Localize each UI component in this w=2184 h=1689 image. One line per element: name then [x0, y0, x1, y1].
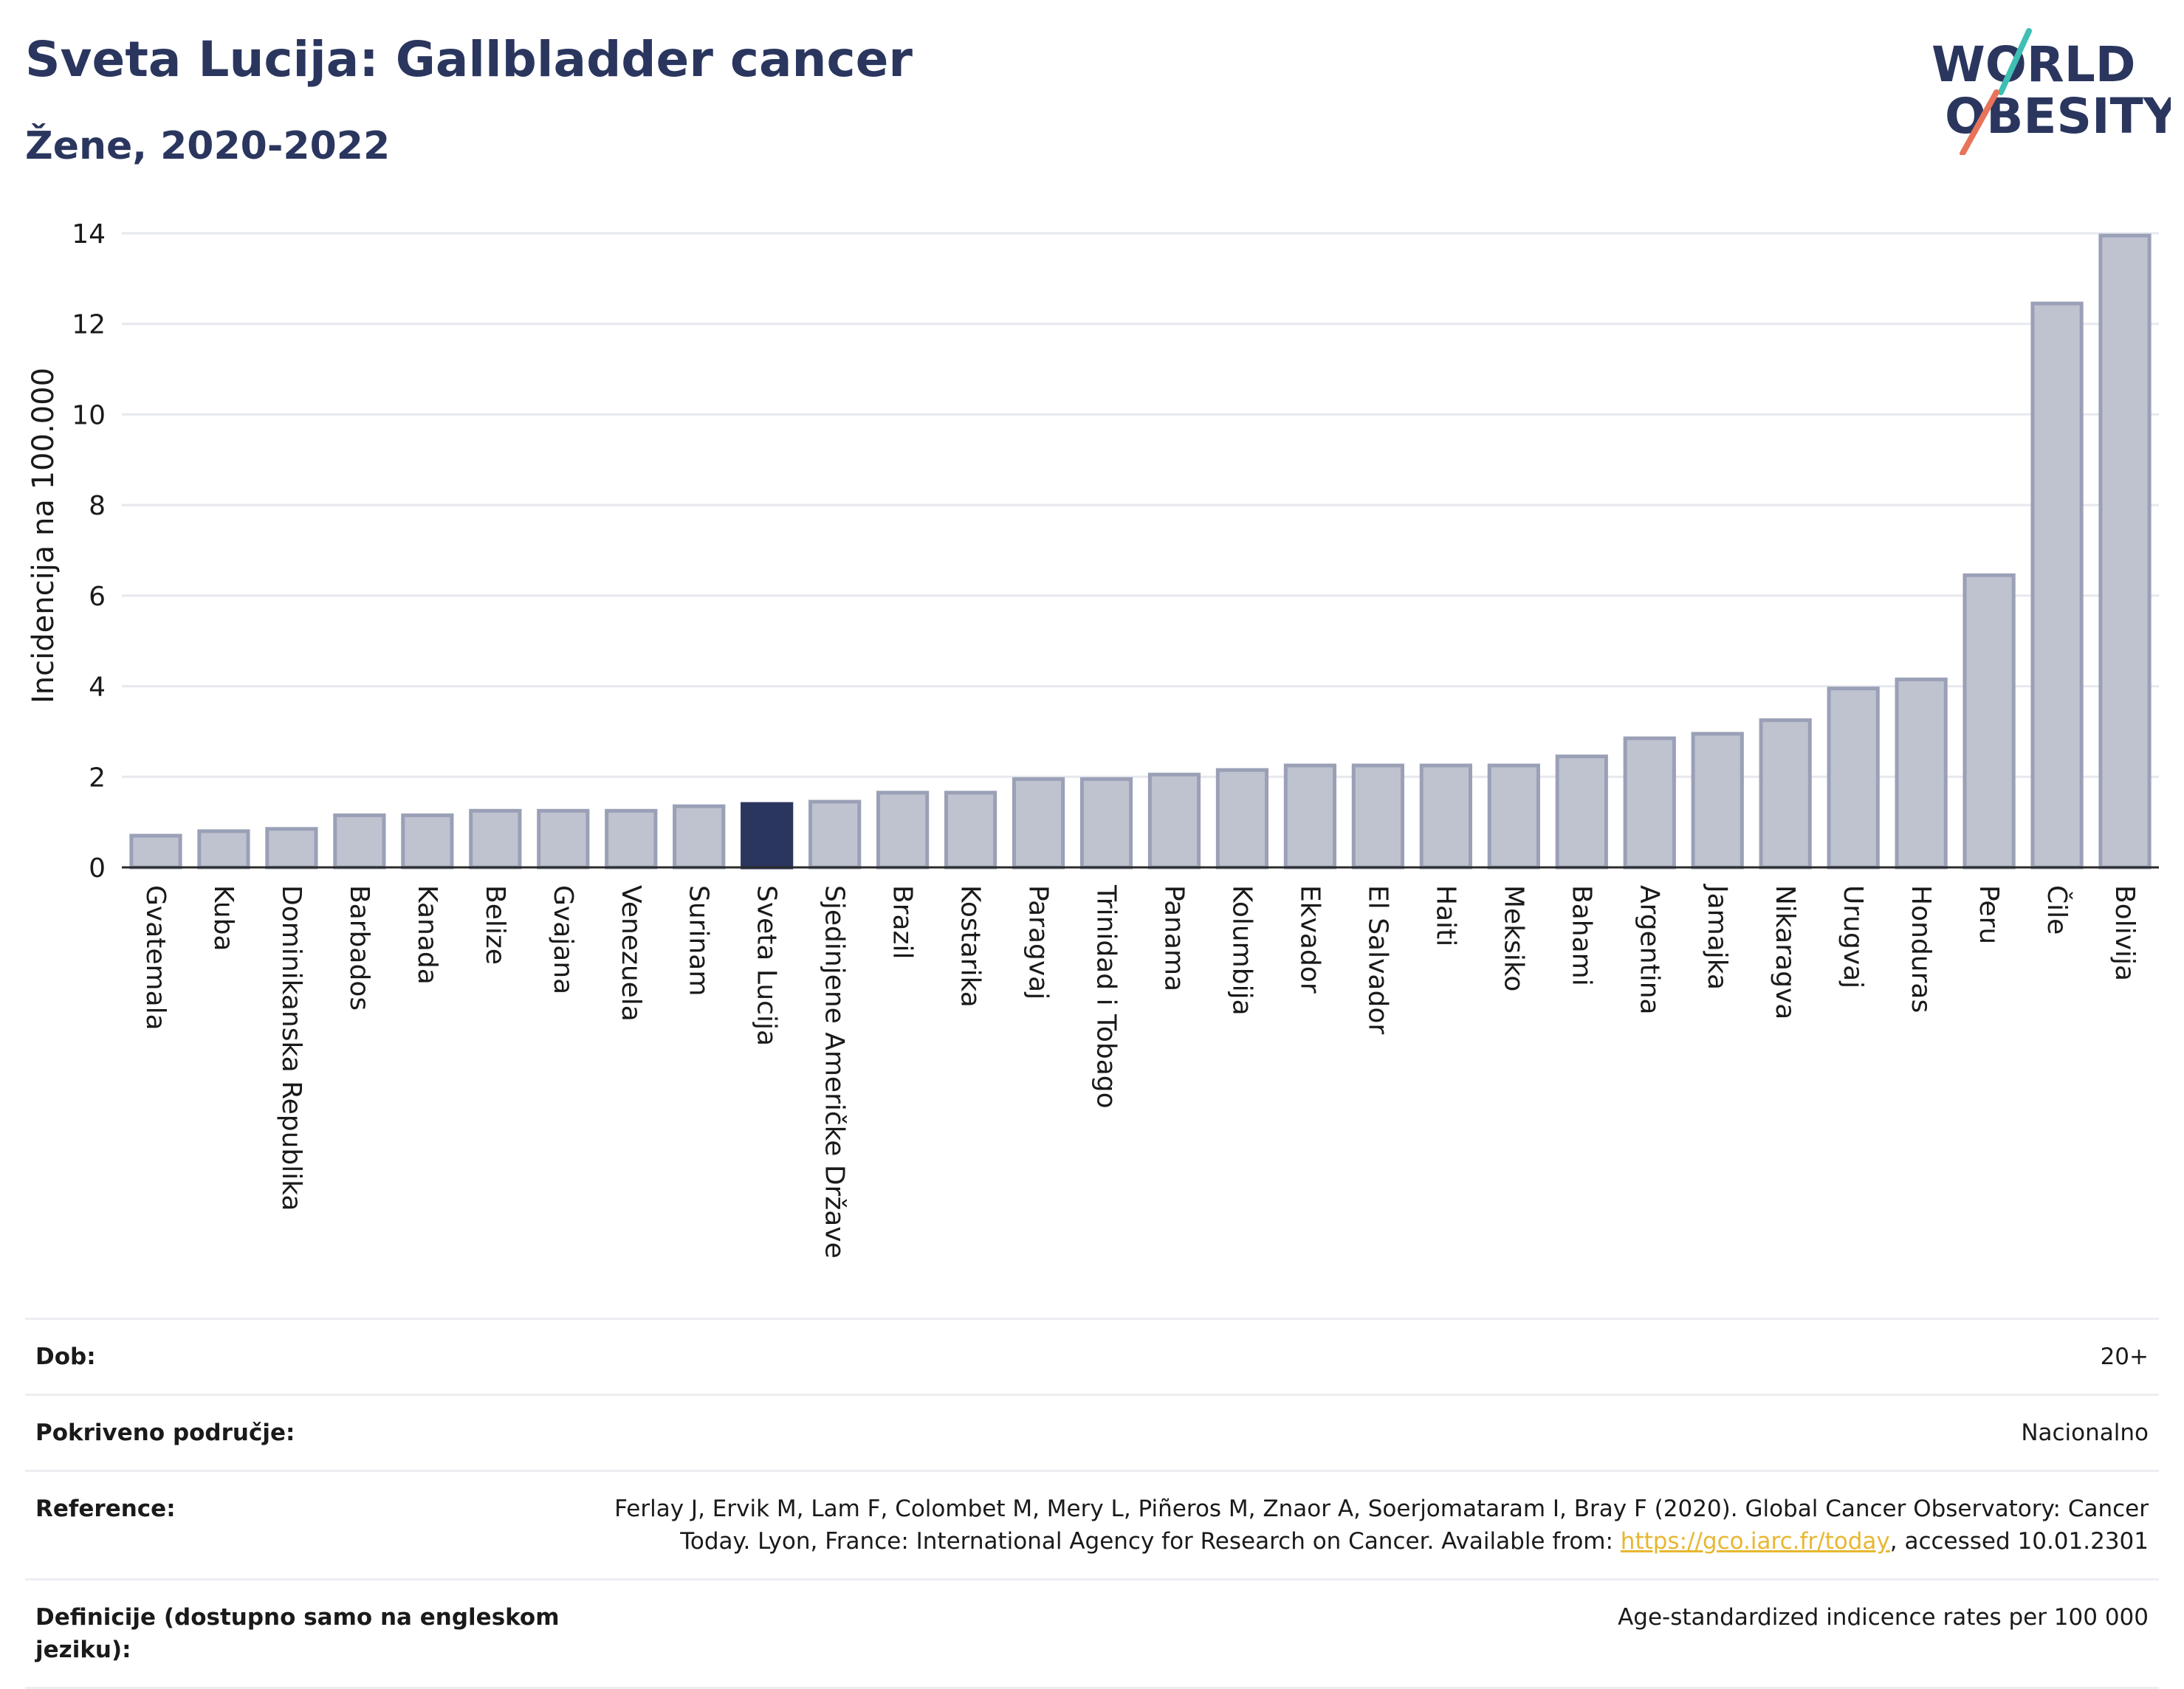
x-tick-label: Sveta Lucija	[752, 885, 782, 1046]
bar	[129, 833, 182, 870]
reference-accessed: , accessed 10.01.2301	[1889, 1528, 2149, 1555]
x-tick-label: Barbados	[344, 885, 374, 1011]
bar-chart: 0 2 4 6 8 10 12 14 Incidencija na 100.000 Gvatema…	[27, 219, 2159, 1259]
meta-key: Pokriveno područje:	[35, 1420, 295, 1446]
bar	[1623, 736, 1676, 870]
bar	[1215, 768, 1269, 870]
bar	[265, 827, 318, 870]
bar	[469, 808, 522, 870]
bar	[944, 791, 997, 870]
meta-key: Reference:	[35, 1496, 176, 1522]
x-tick-label: Kuba	[208, 885, 238, 952]
x-tick-label: Dominikanska Republika	[276, 885, 306, 1211]
world-obesity-logo: WORLD OBESITY	[1931, 28, 2171, 155]
bar	[1079, 777, 1133, 870]
x-tick-label: Kostarika	[955, 885, 986, 1008]
bar	[1827, 687, 1880, 870]
y-axis-label: Incidencija na 100.000	[27, 368, 61, 704]
y-tick-label: 0	[89, 853, 106, 884]
y-tick-label: 2	[89, 763, 106, 793]
logo-coral-stroke	[1960, 89, 1999, 155]
bar	[1962, 573, 2016, 870]
meta-key: Definicije (dostupno samo na engleskom j…	[35, 1604, 560, 1663]
meta-value: Nacionalno	[2021, 1420, 2149, 1446]
bar	[1759, 718, 1812, 870]
x-tick-label: Sjedinjene Američke Države	[820, 885, 850, 1259]
x-tick-label: Meksiko	[1498, 885, 1528, 991]
bar	[333, 813, 386, 870]
meta-value: 20+	[2100, 1344, 2149, 1370]
bar	[1419, 763, 1472, 870]
x-tick-label: Gvajana	[548, 885, 578, 994]
bar	[1487, 763, 1540, 870]
bar	[401, 813, 454, 870]
x-tick-label: Paragvaj	[1023, 885, 1054, 1000]
bar	[673, 804, 726, 870]
x-tick-label: Kolumbija	[1226, 885, 1257, 1016]
logo-line1: WORLD	[1931, 36, 2136, 93]
x-tick-label: El Salvador	[1362, 885, 1393, 1034]
x-tick-label: Nikaragva	[1770, 885, 1800, 1019]
x-tick-label: Argentina	[1634, 885, 1664, 1015]
x-tick-label: Honduras	[1906, 885, 1936, 1013]
y-tick-label: 14	[72, 219, 106, 250]
bar	[1147, 772, 1201, 870]
bar	[741, 802, 794, 870]
x-tick-label: Urugvaj	[1838, 885, 1868, 988]
y-tick-label: 10	[72, 400, 106, 430]
bar	[605, 808, 658, 870]
x-tick-label: Peru	[1974, 885, 2004, 944]
reference-text: Ferlay J, Ervik M, Lam F, Colombet M, Me…	[614, 1496, 2149, 1555]
bar	[1012, 777, 1065, 870]
meta-key: Dob:	[35, 1344, 96, 1370]
x-tick-label: Panama	[1158, 885, 1189, 991]
meta-row-coverage: Pokriveno područje: Nacionalno	[25, 1394, 2159, 1470]
x-tick-label: Brazil	[887, 885, 918, 959]
bar	[2030, 301, 2084, 870]
x-tick-label: Kanada	[412, 885, 442, 985]
x-tick-label: Gvatemala	[140, 885, 171, 1031]
x-tick-label: Surinam	[684, 885, 714, 996]
x-tick-label: Belize	[480, 885, 510, 965]
meta-value: Ferlay J, Ervik M, Lam F, Colombet M, Me…	[598, 1493, 2149, 1558]
bar	[808, 799, 862, 870]
meta-row-reference: Reference: Ferlay J, Ervik M, Lam F, Col…	[25, 1470, 2159, 1578]
reference-link[interactable]: https://gco.iarc.fr/today	[1620, 1528, 1890, 1555]
bar	[1283, 763, 1337, 870]
meta-row-age: Dob: 20+	[25, 1318, 2159, 1394]
x-tick-label: Venezuela	[616, 885, 646, 1022]
y-tick-label: 6	[89, 582, 106, 612]
bar	[537, 808, 590, 870]
y-tick-label: 12	[72, 310, 106, 340]
x-tick-label: Bahami	[1566, 885, 1596, 986]
bar	[2098, 233, 2152, 870]
metadata-table: Dob: 20+ Pokriveno područje: Nacionalno …	[25, 1318, 2159, 1689]
x-tick-label: Čile	[2042, 885, 2073, 935]
x-tick-label: Trinidad i Tobago	[1091, 884, 1122, 1109]
y-tick-label: 8	[89, 491, 106, 521]
chart-title: Sveta Lucija: Gallbladder cancer	[25, 31, 913, 88]
bar	[1895, 677, 1948, 870]
meta-row-definitions: Definicije (dostupno samo na engleskom j…	[25, 1578, 2159, 1689]
bar	[876, 791, 930, 870]
x-tick-label: Bolivija	[2109, 885, 2140, 981]
bar	[197, 829, 250, 870]
chart-subtitle: Žene, 2020-2022	[25, 124, 391, 168]
x-tick-label: Ekvador	[1294, 885, 1325, 994]
y-tick-label: 4	[89, 672, 106, 703]
bar	[1555, 754, 1608, 870]
x-tick-label: Haiti	[1430, 885, 1460, 946]
meta-value: Age-standardized indicence rates per 100…	[1618, 1604, 2149, 1631]
logo-teal-stroke	[1998, 28, 2032, 95]
x-tick-label: Jamajka	[1702, 884, 1732, 990]
bar	[1691, 732, 1744, 870]
bar	[1351, 763, 1404, 870]
